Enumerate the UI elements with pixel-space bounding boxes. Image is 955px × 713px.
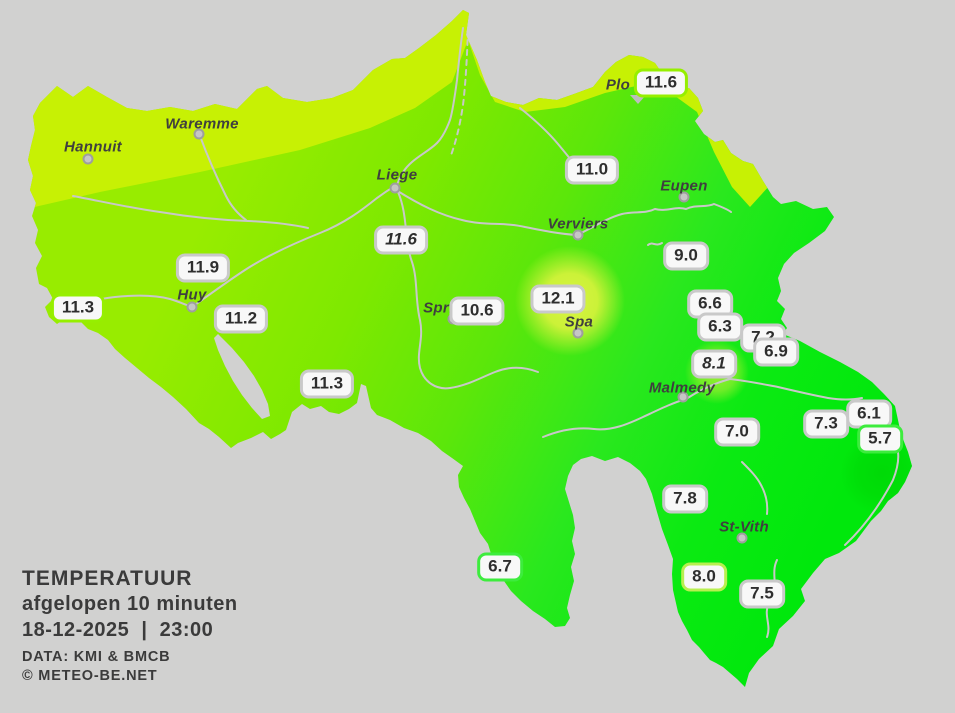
title-block: TEMPERATUUR afgelopen 10 minuten 18-12-2…	[22, 566, 238, 686]
city-label-eupen: Eupen	[660, 177, 708, 195]
city-label-waremme: Waremme	[165, 115, 239, 133]
station-temp-label: 11.0	[564, 155, 620, 185]
map-title: TEMPERATUUR	[22, 567, 193, 590]
city-label-verviers: Verviers	[547, 215, 609, 233]
station-temp-label: 8.0	[681, 562, 727, 592]
station-temp-label: 7.0	[714, 417, 760, 447]
city-marker-huy	[186, 301, 198, 313]
station-temp-label: 7.3	[803, 409, 849, 439]
city-label-plo: Plo	[605, 76, 631, 94]
station-temp-label: 8.1	[691, 349, 737, 379]
station-temp-label: 12.1	[530, 284, 586, 314]
city-marker-hannuit	[82, 153, 94, 165]
station-temp-label: 5.7	[857, 424, 903, 454]
city-marker-spa	[572, 327, 584, 339]
station-temp-label: 7.5	[739, 579, 785, 609]
city-label-huy: Huy	[177, 286, 207, 304]
river-boundary-lines	[56, 27, 900, 638]
station-temp-label: 11.9	[175, 253, 231, 283]
city-label-hannuit: Hannuit	[64, 138, 122, 156]
city-marker-waremme	[193, 128, 205, 140]
station-temp-label: 11.3	[50, 293, 106, 323]
city-label-malmedy: Malmedy	[648, 379, 716, 397]
city-label-liege: Liege	[376, 166, 418, 184]
station-temp-label: 7.8	[662, 484, 708, 514]
station-temp-label: 10.6	[449, 296, 505, 326]
station-temp-label: 6.7	[477, 552, 523, 582]
station-temp-label: 11.3	[299, 369, 355, 399]
station-temp-label: 11.6	[374, 225, 428, 255]
copyright: © METEO-BE.NET	[22, 668, 158, 684]
station-temp-label: 6.9	[753, 337, 799, 367]
station-temp-label: 9.0	[663, 241, 709, 271]
city-marker-st-vith	[736, 532, 748, 544]
data-source: DATA: KMI & BMCB	[22, 649, 171, 665]
station-temp-label: 11.2	[213, 304, 269, 334]
map-subtitle: afgelopen 10 minuten	[22, 593, 238, 615]
city-marker-eupen	[678, 191, 690, 203]
city-label-spa: Spa	[564, 313, 594, 331]
station-temp-label: 6.3	[697, 312, 743, 342]
city-marker-verviers	[572, 229, 584, 241]
city-marker-liege	[389, 182, 401, 194]
city-marker-malmedy	[677, 391, 689, 403]
map-datetime: 18-12-2025 | 23:00	[22, 619, 214, 641]
city-label-st-vith: St-Vith	[719, 518, 769, 536]
station-temp-label: 11.6	[633, 68, 689, 98]
map-notch	[214, 334, 270, 419]
